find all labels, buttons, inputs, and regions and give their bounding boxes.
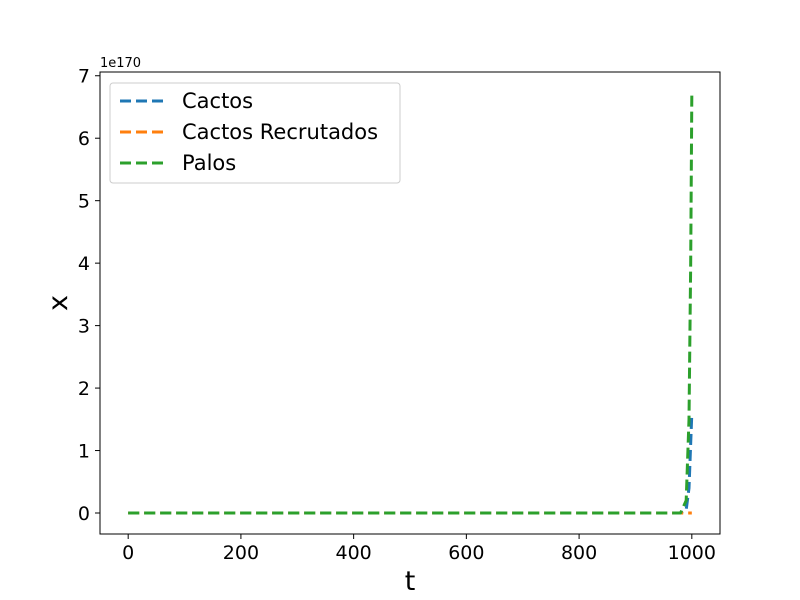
legend: Cactos Cactos Recrutados Palos	[109, 82, 401, 184]
y-tick-label: 0	[78, 503, 90, 525]
y-tick-label: 7	[78, 66, 90, 88]
y-tick-label: 2	[78, 378, 90, 400]
y-tick-label: 3	[78, 316, 90, 338]
x-tick-label: 0	[122, 542, 134, 564]
legend-label-3: Palos	[182, 151, 236, 175]
y-tick-label: 4	[78, 253, 90, 275]
x-tick-label: 800	[561, 542, 597, 564]
legend-label-1: Cactos	[182, 89, 253, 113]
y-tick-label: 5	[78, 191, 90, 213]
x-tick-label: 200	[223, 542, 259, 564]
y-tick-label: 1	[78, 441, 90, 463]
legend-label-2: Cactos Recrutados	[182, 120, 378, 144]
series-line-3	[128, 94, 694, 515]
x-axis-label: t	[405, 566, 416, 597]
y-axis-label: x	[43, 295, 74, 311]
x-tick-label: 1000	[668, 542, 716, 564]
x-axis: 0 200 400 600 800 1000	[122, 534, 716, 564]
y-tick-label: 6	[78, 128, 90, 150]
legend-box	[109, 82, 401, 184]
y-axis: 0 1 2 3 4 5 6 7	[78, 66, 100, 525]
plot-frame	[99, 71, 721, 535]
series-layer	[128, 94, 694, 515]
x-tick-label: 400	[336, 542, 372, 564]
x-tick-label: 600	[448, 542, 484, 564]
y-scale-label: 1e170	[100, 56, 141, 71]
